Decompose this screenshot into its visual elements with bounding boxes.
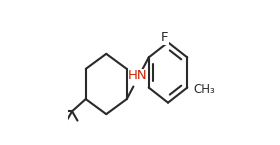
Text: HN: HN: [128, 69, 148, 82]
Text: F: F: [161, 31, 168, 44]
Text: CH₃: CH₃: [193, 83, 215, 96]
